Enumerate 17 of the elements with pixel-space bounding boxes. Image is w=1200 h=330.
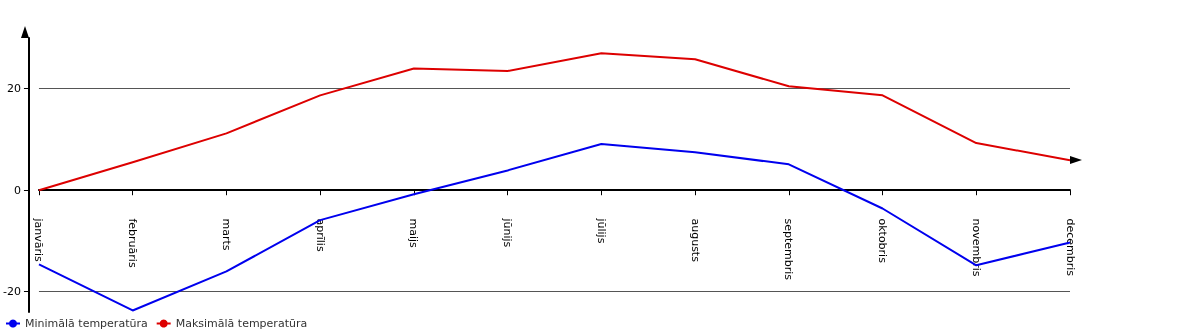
x-tick-label: janvāris <box>32 217 46 263</box>
y-tick-label: 0 <box>13 183 21 197</box>
x-tick-label: marts <box>219 218 233 251</box>
x-tick-label: jūlijs <box>594 217 608 244</box>
y-tick-label: 20 <box>6 82 21 96</box>
x-tick-label: decembris <box>1063 218 1077 277</box>
x-tick-label: augusts <box>688 218 702 263</box>
x-tick-label: februāris <box>126 218 140 268</box>
x-tick-label: novembris <box>969 218 983 277</box>
y-tick-label: -20 <box>3 285 21 299</box>
legend-label: Maksimālā temperatūra <box>175 317 308 330</box>
x-tick-label: maijs <box>407 218 421 249</box>
x-tick-label: aprīlis <box>313 218 327 252</box>
legend-label: Minimālā temperatūra <box>25 317 148 330</box>
x-tick-label: septembris <box>782 218 796 281</box>
x-tick-label: oktobris <box>876 218 890 264</box>
x-tick-label: jūnijs <box>501 217 515 248</box>
